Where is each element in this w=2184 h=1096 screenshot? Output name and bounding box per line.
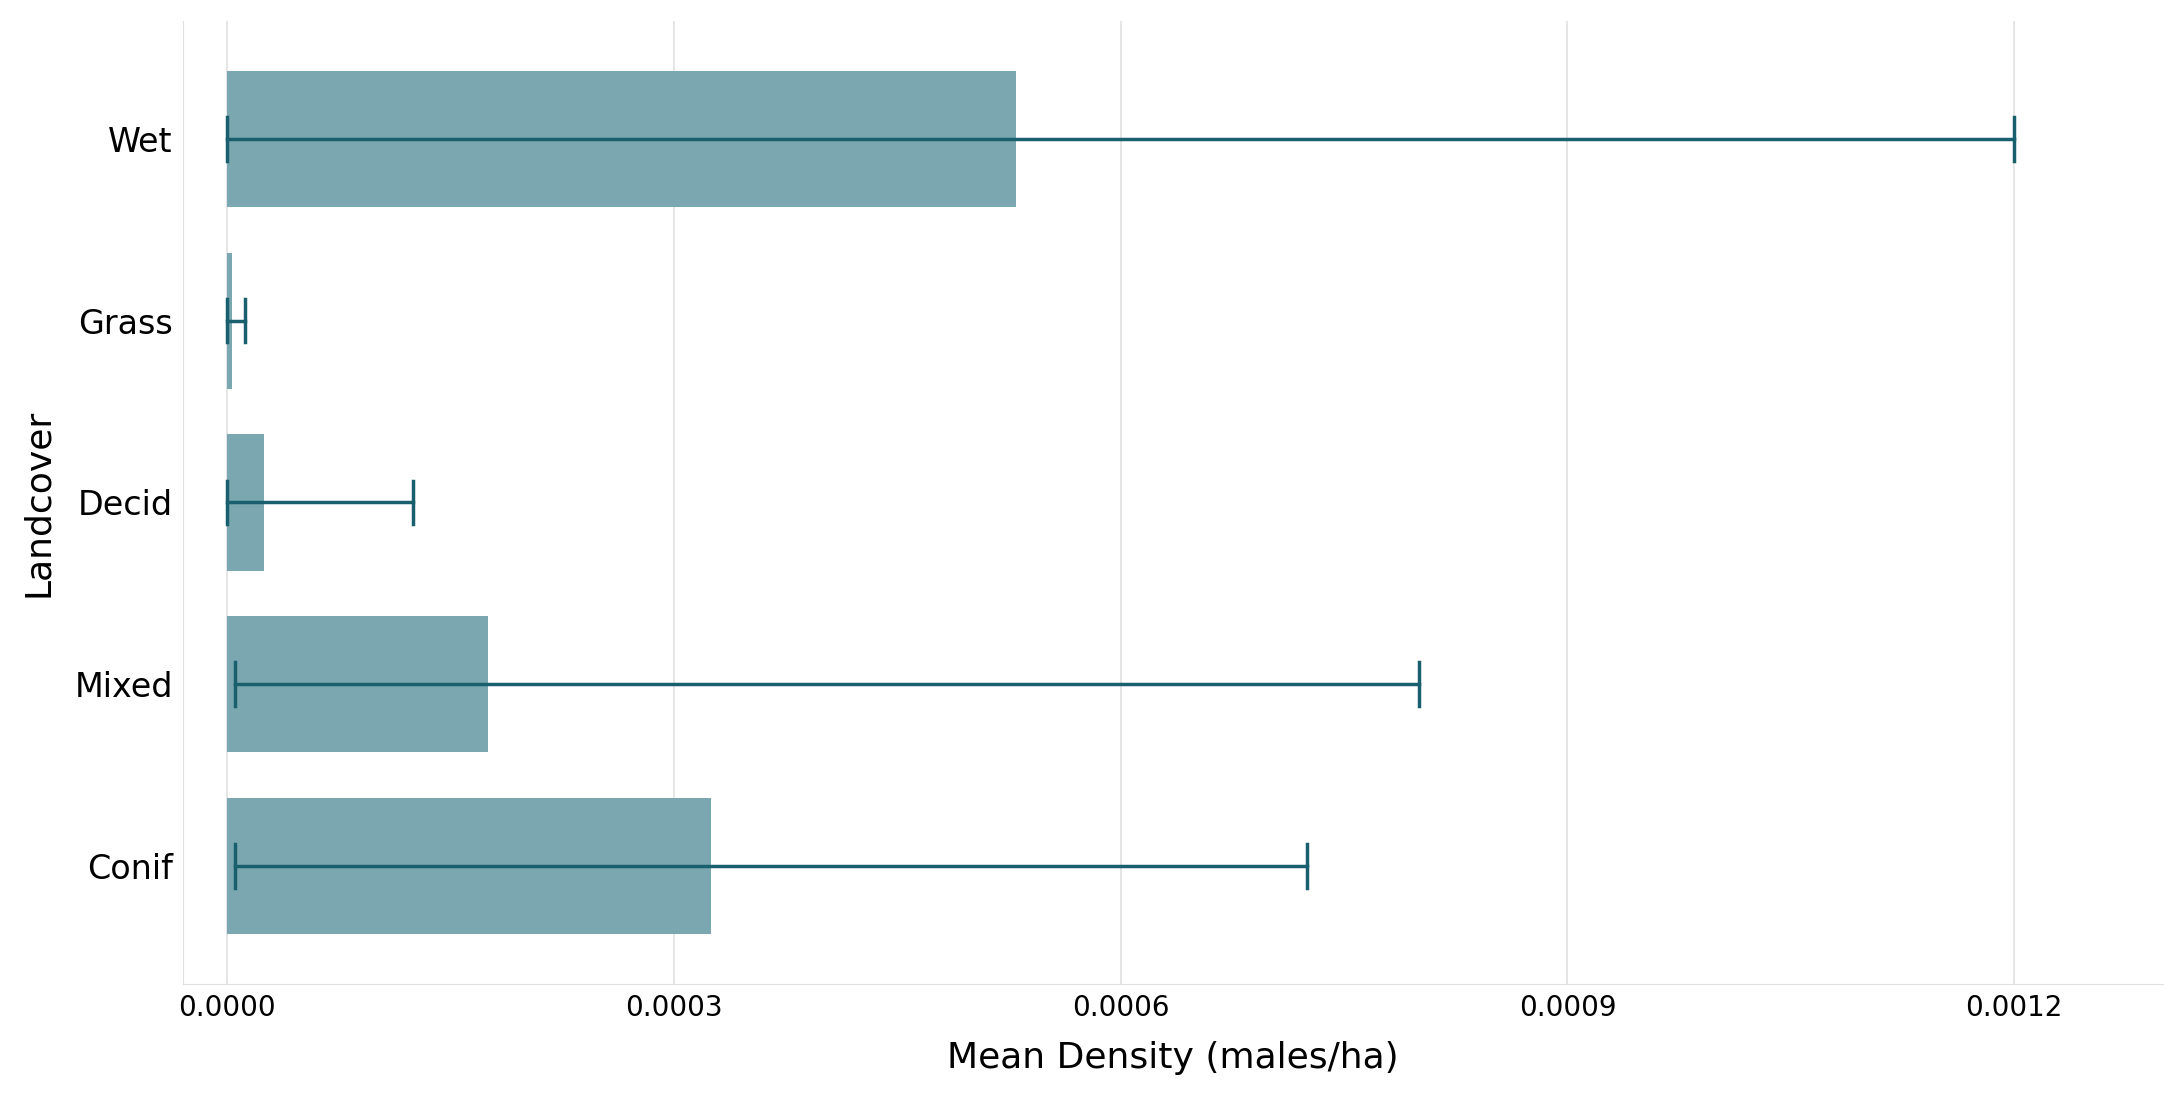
- Y-axis label: Landcover: Landcover: [22, 409, 55, 596]
- Bar: [227, 252, 232, 389]
- X-axis label: Mean Density (males/ha): Mean Density (males/ha): [948, 1041, 1398, 1075]
- Bar: [227, 616, 487, 752]
- Bar: [227, 434, 264, 571]
- Bar: [227, 71, 1016, 207]
- Bar: [227, 798, 712, 934]
